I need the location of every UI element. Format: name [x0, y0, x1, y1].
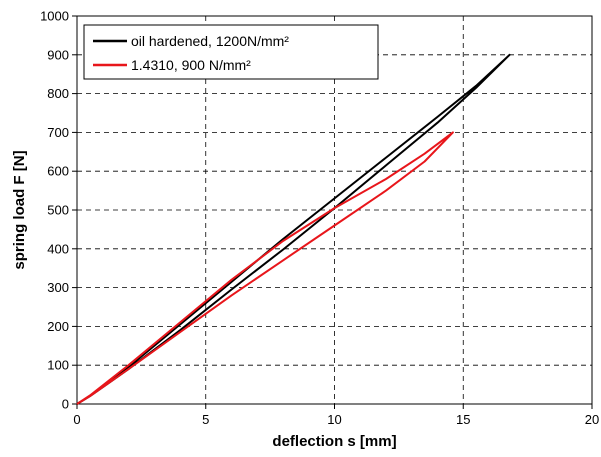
legend-label-oil-hardened: oil hardened, 1200N/mm² — [131, 33, 289, 49]
y-tick-label: 700 — [47, 125, 69, 140]
y-tick-label: 1000 — [40, 9, 69, 24]
y-tick-label: 800 — [47, 86, 69, 101]
legend-box — [83, 24, 379, 80]
series-lines — [76, 53, 511, 405]
y-tick-label: 400 — [47, 241, 69, 256]
x-tick-label: 5 — [202, 412, 209, 427]
legend-label-1-4310: 1.4310, 900 N/mm² — [131, 57, 251, 73]
x-tick-label: 15 — [456, 412, 470, 427]
y-tick-label: 500 — [47, 203, 69, 218]
series-line-0 — [76, 53, 511, 405]
y-axis-title: spring load F [N] — [11, 150, 28, 269]
y-tick-label: 200 — [47, 319, 69, 334]
series-line-1 — [76, 131, 454, 405]
legend: oil hardened, 1200N/mm² 1.4310, 900 N/mm… — [83, 24, 379, 80]
x-axis-title: deflection s [mm] — [272, 433, 396, 450]
y-tick-label: 600 — [47, 164, 69, 179]
y-tick-label: 900 — [47, 47, 69, 62]
x-tick-label: 0 — [73, 412, 80, 427]
y-tick-label: 300 — [47, 280, 69, 295]
x-tick-label: 20 — [585, 412, 599, 427]
y-tick-label: 100 — [47, 358, 69, 373]
y-tick-label: 0 — [62, 397, 69, 412]
x-tick-label: 10 — [327, 412, 341, 427]
